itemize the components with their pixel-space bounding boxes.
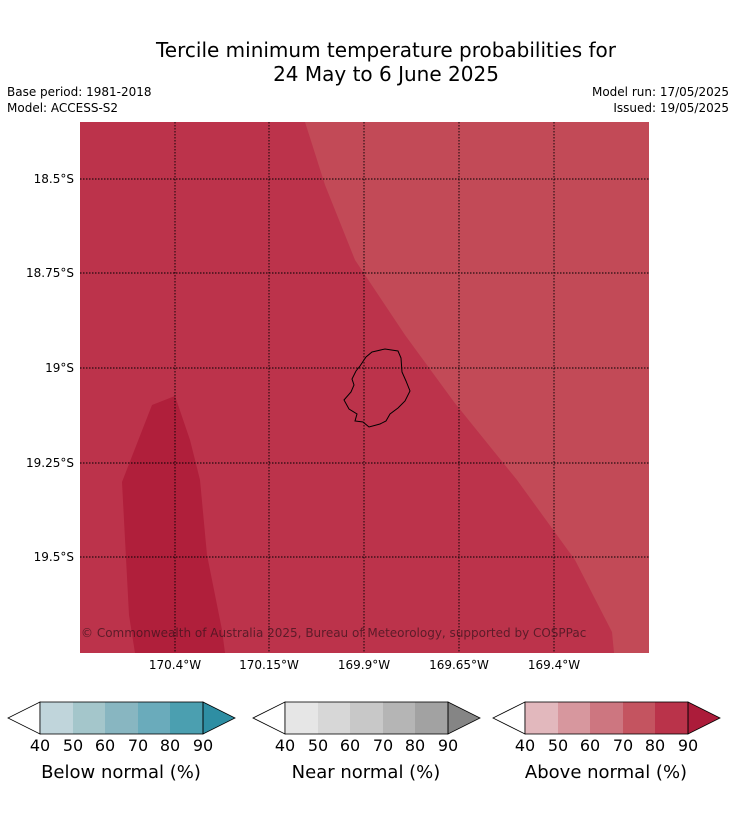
colorbar-below-swatches bbox=[7, 701, 236, 735]
above-extend-high bbox=[688, 702, 720, 734]
near-tick-80: 80 bbox=[404, 736, 426, 755]
below-swatch-40 bbox=[40, 702, 73, 734]
lon-label-169-65: 169.65°W bbox=[429, 658, 489, 672]
above-extend-low bbox=[492, 701, 526, 735]
issued-date: Issued: 19/05/2025 bbox=[613, 101, 729, 115]
near-swatch-50 bbox=[318, 702, 350, 734]
lon-label-170-15: 170.15°W bbox=[239, 658, 299, 672]
above-tick-80: 80 bbox=[644, 736, 666, 755]
near-tick-40: 40 bbox=[274, 736, 296, 755]
probability-band-70 bbox=[305, 122, 649, 653]
above-tick-40: 40 bbox=[514, 736, 536, 755]
above-swatch-70 bbox=[623, 702, 655, 734]
below-swatch-50 bbox=[73, 702, 105, 734]
near-tick-90: 90 bbox=[437, 736, 459, 755]
above-swatch-50 bbox=[558, 702, 590, 734]
near-swatch-40 bbox=[285, 702, 318, 734]
island-coastline bbox=[343, 348, 411, 428]
title-line-2: 24 May to 6 June 2025 bbox=[273, 62, 499, 86]
base-period: Base period: 1981-2018 bbox=[7, 85, 152, 99]
lat-label-19-5: 19.5°S bbox=[33, 550, 74, 564]
below-extend-high bbox=[203, 702, 235, 734]
title-line-1: Tercile minimum temperature probabilitie… bbox=[155, 38, 617, 62]
map-title: Tercile minimum temperature probabilitie… bbox=[0, 38, 736, 86]
probability-map bbox=[80, 122, 649, 653]
lon-label-169-4: 169.4°W bbox=[527, 658, 581, 672]
below-swatch-60 bbox=[105, 702, 138, 734]
above-tick-50: 50 bbox=[547, 736, 569, 755]
meta-left: Base period: 1981-2018 Model: ACCESS-S2 bbox=[7, 84, 152, 116]
below-swatch-70 bbox=[138, 702, 170, 734]
above-tick-70: 70 bbox=[612, 736, 634, 755]
near-extend-low bbox=[252, 701, 286, 735]
lat-label-18-5: 18.5°S bbox=[33, 172, 74, 186]
below-tick-40: 40 bbox=[29, 736, 51, 755]
above-swatch-60 bbox=[590, 702, 623, 734]
near-swatch-80 bbox=[415, 702, 448, 734]
near-swatch-70 bbox=[383, 702, 415, 734]
below-normal-title: Below normal (%) bbox=[41, 762, 201, 783]
meta-right: Model run: 17/05/2025 Issued: 19/05/2025 bbox=[592, 84, 729, 116]
colorbar-above-swatches bbox=[492, 701, 721, 735]
above-swatch-80 bbox=[655, 702, 688, 734]
near-normal-title: Near normal (%) bbox=[291, 762, 441, 783]
gridlines bbox=[80, 122, 649, 653]
above-swatch-40 bbox=[525, 702, 558, 734]
colorbar-below-normal bbox=[7, 700, 237, 736]
lat-label-19-25: 19.25°S bbox=[26, 456, 74, 470]
near-extend-high bbox=[448, 702, 480, 734]
copyright-notice: © Commonwealth of Australia 2025, Bureau… bbox=[81, 626, 587, 640]
below-tick-90: 90 bbox=[192, 736, 214, 755]
below-tick-80: 80 bbox=[159, 736, 181, 755]
lat-label-19: 19°S bbox=[45, 361, 74, 375]
below-tick-50: 50 bbox=[62, 736, 84, 755]
below-tick-60: 60 bbox=[94, 736, 116, 755]
lon-label-170-4: 170.4°W bbox=[148, 658, 202, 672]
near-tick-50: 50 bbox=[307, 736, 329, 755]
near-tick-70: 70 bbox=[372, 736, 394, 755]
colorbar-near-swatches bbox=[252, 701, 481, 735]
model-run: Model run: 17/05/2025 bbox=[591, 85, 729, 99]
colorbar-near-normal bbox=[252, 700, 482, 736]
above-tick-90: 90 bbox=[677, 736, 699, 755]
near-swatch-60 bbox=[350, 702, 383, 734]
below-swatch-80 bbox=[170, 702, 203, 734]
lon-label-169-9: 169.9°W bbox=[337, 658, 391, 672]
model-name: Model: ACCESS-S2 bbox=[7, 101, 119, 115]
near-tick-60: 60 bbox=[339, 736, 361, 755]
above-tick-60: 60 bbox=[579, 736, 601, 755]
colorbar-above-normal bbox=[492, 700, 722, 736]
below-extend-low bbox=[7, 701, 41, 735]
probability-band-90 bbox=[122, 396, 225, 653]
lat-label-18-75: 18.75°S bbox=[26, 266, 74, 280]
below-tick-70: 70 bbox=[127, 736, 149, 755]
above-normal-title: Above normal (%) bbox=[524, 762, 688, 783]
